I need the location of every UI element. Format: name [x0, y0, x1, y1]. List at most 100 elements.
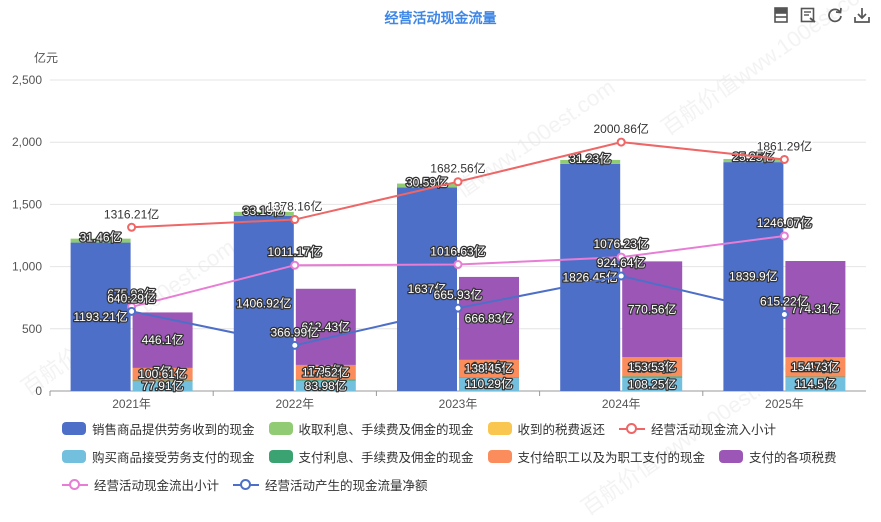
chart-legend: 销售商品提供劳务收到的现金 收取利息、手续费及佣金的现金 收到的税费返还 经营活动现金…: [0, 414, 881, 498]
outflow-bar-segment: [785, 261, 846, 358]
series-point-label: 1316.21亿: [104, 206, 159, 221]
series-point-label: 615.22亿: [760, 293, 809, 308]
restore-icon[interactable]: [826, 6, 844, 24]
outflow-bar-label: 1.41亿: [798, 359, 833, 374]
legend-bar-swatch: [62, 421, 86, 435]
outflow-bar-label: 153.53亿: [628, 359, 677, 374]
legend-item[interactable]: 收取利息、手续费及佣金的现金: [268, 419, 474, 438]
legend-label: 经营活动现金流出小计: [94, 478, 220, 493]
series-point: [127, 222, 137, 232]
outflow-bar-segment: [132, 381, 193, 391]
series-point-label: 1682.56亿: [430, 161, 485, 176]
legend-item[interactable]: 经营活动产生的现金流量净额: [233, 475, 428, 494]
outflow-bar-segment: [132, 367, 193, 381]
y-tick-label: 1,500: [12, 197, 42, 211]
download-icon[interactable]: [853, 6, 871, 24]
y-tick-label: 2,500: [12, 73, 42, 87]
legend-item[interactable]: 购买商品接受劳务支付的现金: [62, 447, 255, 466]
series-point-label: 366.99亿: [270, 324, 319, 339]
series-point: [779, 309, 789, 319]
outflow-bar-label: 154.73亿: [791, 359, 840, 374]
inflow-bar-label: 1839.9亿: [729, 269, 778, 284]
x-tick-label: 2022年: [275, 397, 314, 410]
table-view-icon[interactable]: [772, 6, 790, 24]
legend-line-swatch: [619, 422, 646, 435]
series-point: [779, 154, 789, 164]
cash-flow-chart: 亿元 0 500 1,000 1,500 2,000 2,500 2021年 1193.21亿 3…: [12, 50, 866, 410]
legend-item[interactable]: 支付给职工以及为职工支付的现金: [487, 447, 705, 466]
outflow-bar-label: 108.25亿: [628, 376, 677, 391]
inflow-bar-segment: [397, 183, 457, 188]
inflow-bar-label: 30.59亿: [406, 174, 448, 189]
series-point-label: 675.92亿: [107, 286, 156, 301]
outflow-bar-segment: [132, 380, 193, 382]
outflow-bar-label: 9.706亿: [631, 360, 673, 375]
legend-label: 销售商品提供劳务收到的现金: [92, 422, 255, 437]
legend-bar-swatch: [487, 421, 512, 435]
outflow-bar-segment: [295, 288, 356, 365]
outflow-bar-label: 770.56亿: [628, 301, 677, 316]
outflow-bar-label: 1.43亿: [471, 359, 506, 374]
legend-bar-swatch: [487, 449, 512, 463]
inflow-bar-segment: [233, 215, 294, 391]
series-point-label: 1246.07亿: [757, 215, 812, 230]
legend-line-swatch: [233, 478, 260, 491]
series-point: [616, 137, 626, 147]
legend-label: 收取利息、手续费及佣金的现金: [298, 422, 474, 437]
y-tick-label: 0: [35, 384, 42, 398]
series-point-label: 924.64亿: [597, 255, 646, 270]
outflow-bar-segment: [295, 364, 356, 380]
outflow-bar-label: 446.1亿: [142, 332, 184, 347]
series-point: [616, 271, 626, 281]
series-point: [127, 306, 137, 316]
legend-row: 购买商品接受劳务支付的现金 支付利息、手续费及佣金的现金 支付给职工以及为职工支付的…: [0, 442, 881, 470]
outflow-bar-label: 83.98亿: [305, 378, 347, 393]
data-view-icon[interactable]: [799, 6, 817, 24]
series-point-label: 665.93亿: [434, 287, 483, 302]
outflow-bar-segment: [622, 261, 683, 358]
outflow-bar-label: 774.31亿: [791, 301, 840, 316]
outflow-bar-label: 114.5亿: [795, 376, 836, 391]
x-tick-label: 2025年: [765, 397, 804, 410]
y-tick-label: 500: [22, 322, 42, 336]
inflow-bar-label: 1826.45亿: [563, 269, 618, 284]
inflow-bar-label: 33.19亿: [243, 203, 285, 218]
inflow-bar-label: 1406.92亿: [236, 295, 291, 310]
inflow-bar-segment: [233, 211, 294, 216]
outflow-bar-segment: [785, 357, 846, 377]
outflow-bar-segment: [459, 359, 519, 378]
outflow-bar-label: 7亿: [153, 363, 172, 378]
outflow-bar-segment: [459, 377, 519, 378]
series-point: [290, 260, 300, 270]
series-point: [779, 231, 789, 241]
outflow-bar-label: 7.92亿: [308, 363, 343, 378]
inflow-bar-segment: [70, 242, 131, 391]
y-tick-label: 2,000: [12, 135, 42, 149]
legend-item[interactable]: 销售商品提供劳务收到的现金: [62, 419, 255, 438]
legend-label: 购买商品接受劳务支付的现金: [92, 450, 255, 465]
legend-item[interactable]: 支付利息、手续费及佣金的现金: [268, 447, 474, 466]
series-point: [290, 340, 300, 350]
inflow-bar-label: 1193.21亿: [73, 309, 128, 324]
series-point-label: 1016.63亿: [430, 244, 485, 259]
series-point: [453, 260, 463, 270]
y-axis-unit-label: 亿元: [34, 50, 58, 65]
outflow-bar-segment: [622, 357, 683, 377]
series-point: [453, 303, 463, 313]
outflow-bar-segment: [459, 377, 519, 391]
legend-item[interactable]: 收到的税费返还: [487, 419, 605, 438]
series-point-label: 1011.17亿: [268, 244, 323, 259]
legend-item[interactable]: 支付的各项税费: [719, 447, 837, 466]
inflow-bar-label: 31.46亿: [80, 230, 122, 245]
legend-item[interactable]: 经营活动现金流入小计: [619, 419, 776, 438]
chart-toolbar: [772, 6, 871, 24]
y-tick-label: 1,000: [12, 260, 42, 274]
series-point-label: 2000.86亿: [594, 121, 649, 136]
inflow-bar-segment: [70, 238, 131, 243]
outflow-bar-label: 666.83亿: [465, 310, 514, 325]
x-tick-label: 2024年: [602, 397, 641, 410]
series-point: [453, 177, 463, 187]
x-tick-label: 2023年: [439, 397, 478, 410]
legend-item[interactable]: 经营活动现金流出小计: [62, 475, 219, 494]
legend-line-swatch: [62, 478, 88, 491]
